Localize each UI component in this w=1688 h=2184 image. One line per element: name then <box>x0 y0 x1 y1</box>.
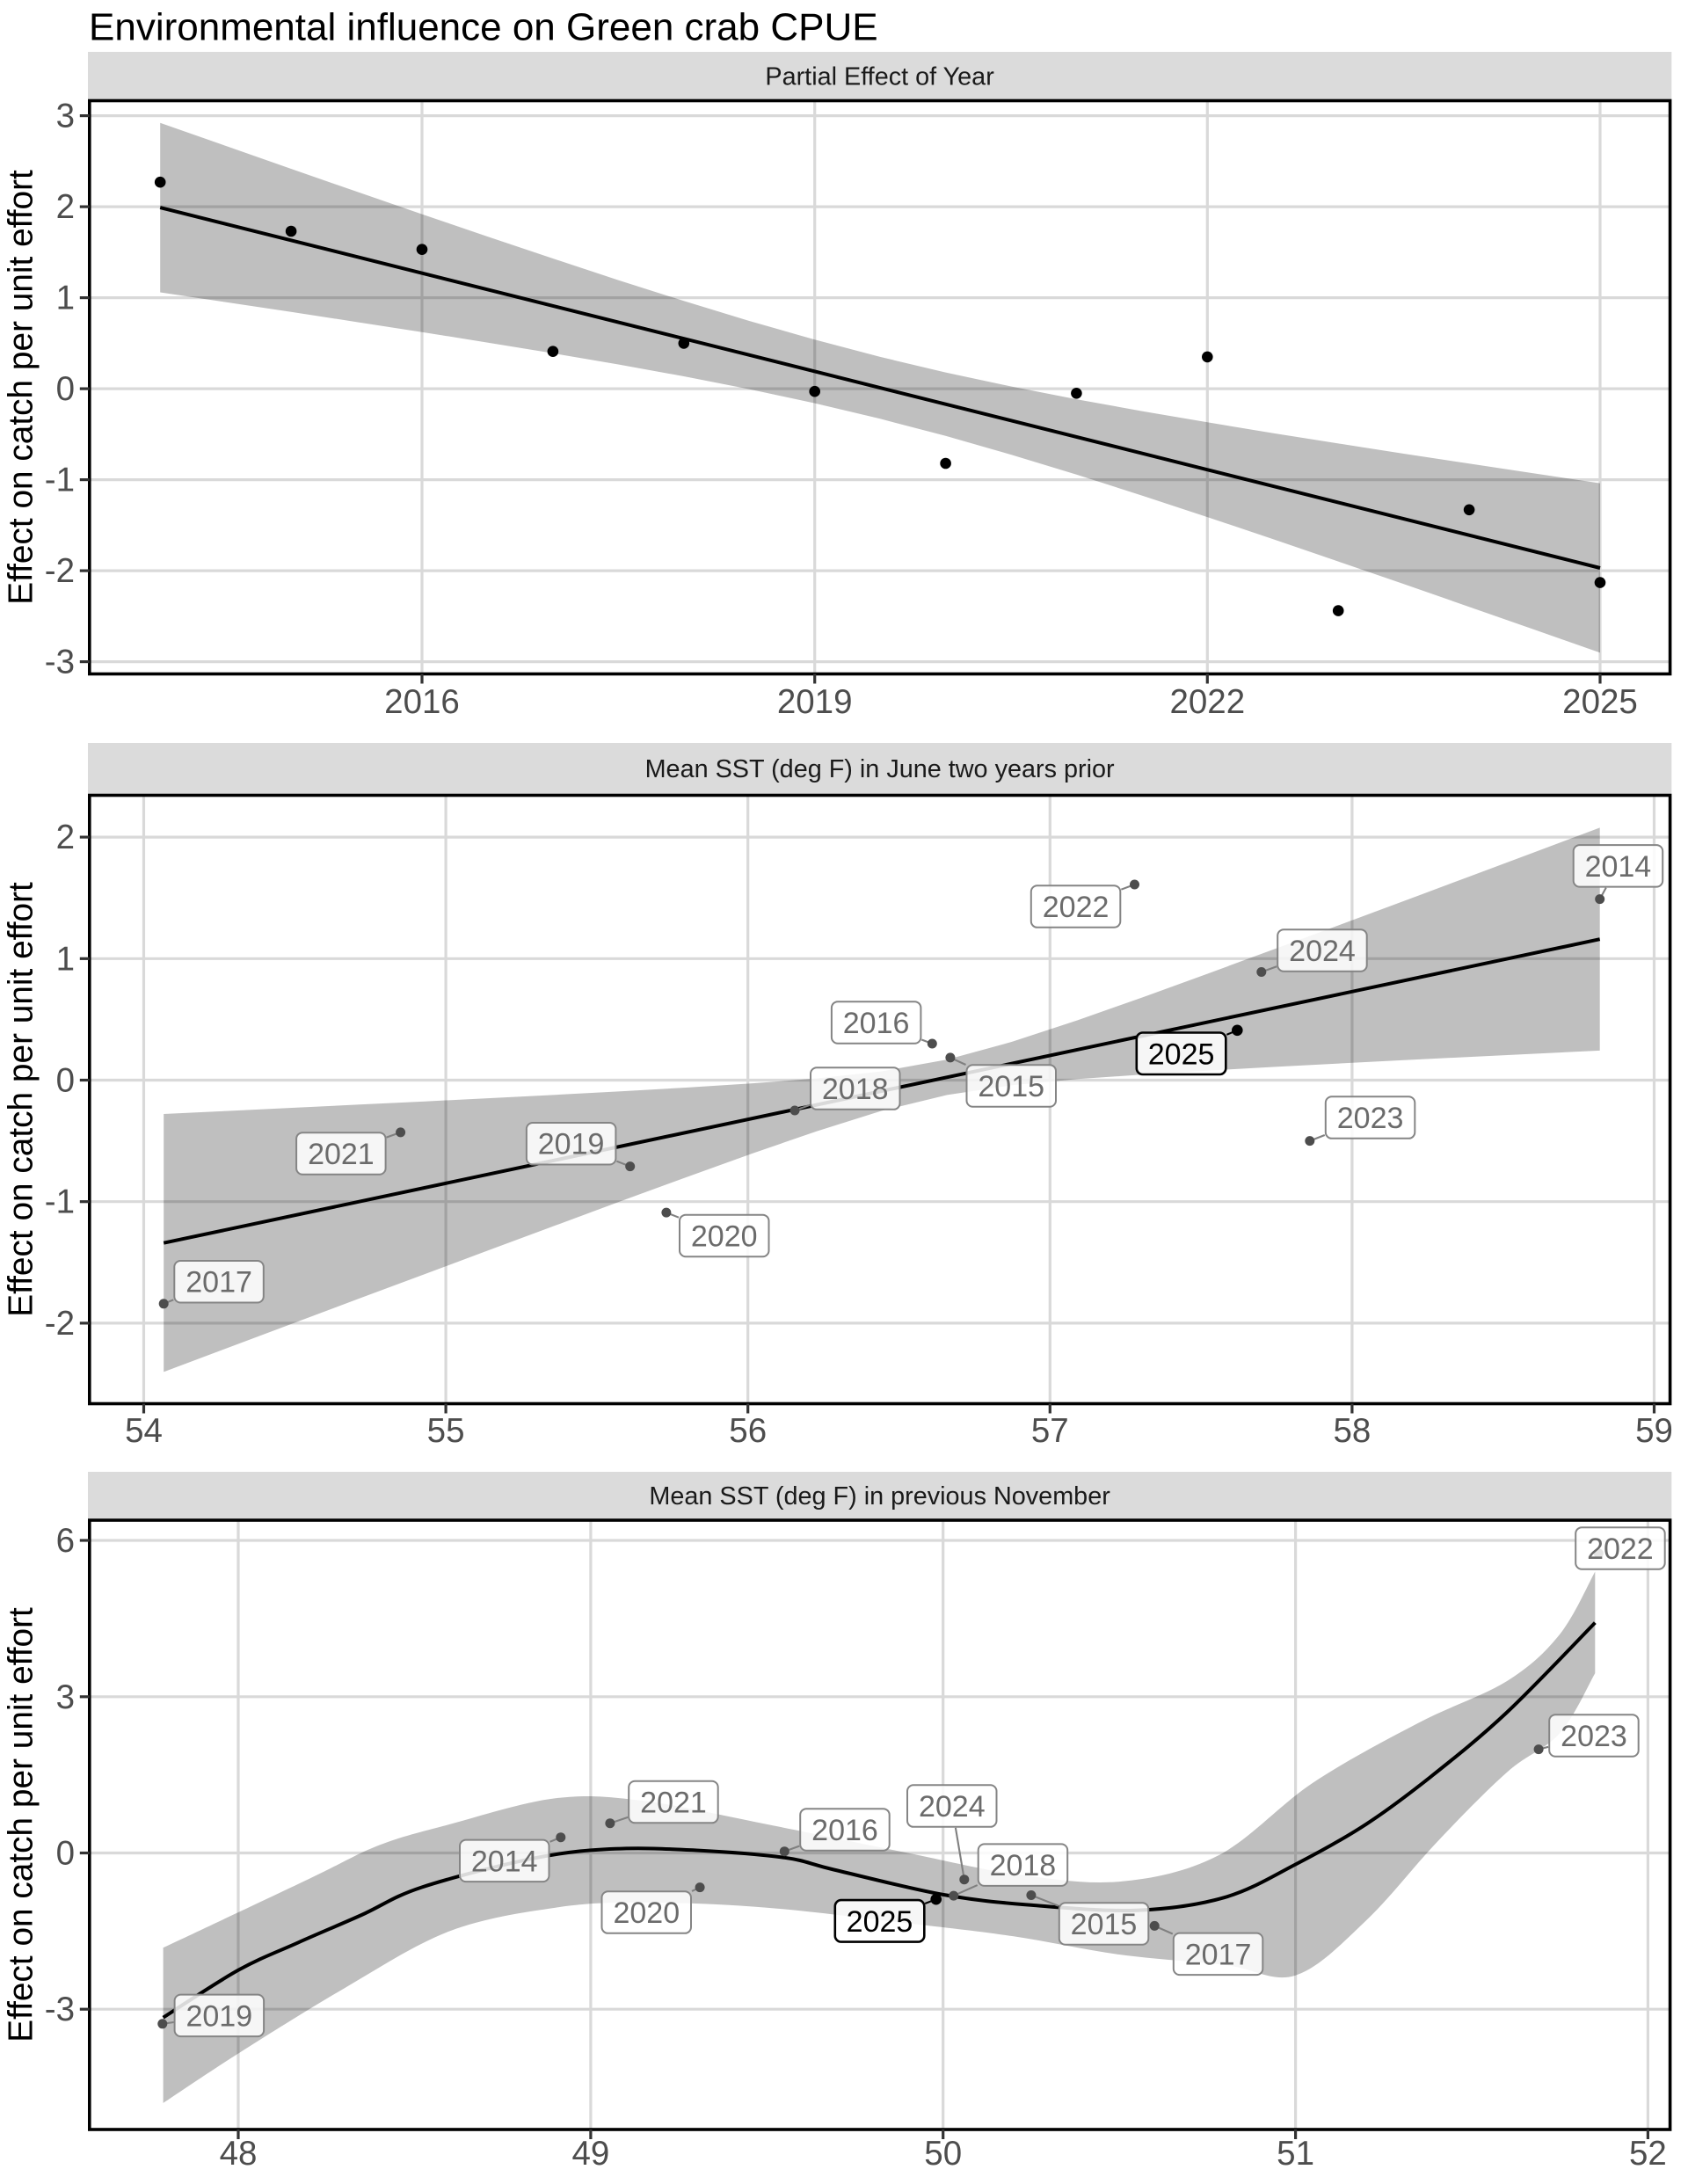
svg-text:2020: 2020 <box>691 1219 758 1253</box>
svg-text:6: 6 <box>56 1522 75 1560</box>
svg-text:2017: 2017 <box>1185 1938 1252 1971</box>
svg-text:2019: 2019 <box>186 1999 252 2033</box>
svg-text:-2: -2 <box>45 1305 75 1343</box>
svg-text:Effect on catch per unit effor: Effect on catch per unit effort <box>3 882 40 1317</box>
svg-text:55: 55 <box>427 1412 465 1450</box>
svg-text:57: 57 <box>1031 1412 1069 1450</box>
svg-text:50: 50 <box>924 2135 962 2173</box>
svg-text:1: 1 <box>56 280 75 317</box>
svg-text:-3: -3 <box>45 1991 75 2028</box>
svg-text:3: 3 <box>56 1678 75 1716</box>
svg-text:54: 54 <box>125 1412 163 1450</box>
svg-text:2018: 2018 <box>822 1073 889 1106</box>
svg-text:2022: 2022 <box>1043 891 1110 924</box>
svg-text:2017: 2017 <box>186 1266 252 1299</box>
svg-text:0: 0 <box>56 1835 75 1873</box>
svg-text:2023: 2023 <box>1561 1720 1627 1753</box>
svg-text:2025: 2025 <box>847 1905 913 1939</box>
svg-text:0: 0 <box>56 370 75 408</box>
svg-text:2022: 2022 <box>1587 1532 1654 1566</box>
svg-text:-1: -1 <box>45 1183 75 1221</box>
svg-text:52: 52 <box>1629 2135 1667 2173</box>
svg-text:1: 1 <box>56 940 75 978</box>
svg-text:51: 51 <box>1277 2135 1314 2173</box>
svg-text:2016: 2016 <box>384 683 460 721</box>
svg-text:58: 58 <box>1333 1412 1371 1450</box>
svg-text:59: 59 <box>1635 1412 1673 1450</box>
svg-text:2014: 2014 <box>471 1845 538 1878</box>
svg-text:3: 3 <box>56 98 75 135</box>
svg-text:2015: 2015 <box>978 1070 1044 1103</box>
svg-text:Environmental influence on Gre: Environmental influence on Green crab CP… <box>89 6 878 49</box>
svg-text:2019: 2019 <box>777 683 853 721</box>
svg-text:2: 2 <box>56 188 75 226</box>
svg-text:2019: 2019 <box>538 1128 605 1161</box>
svg-text:Mean SST (deg F) in June two y: Mean SST (deg F) in June two years prior <box>645 755 1115 783</box>
svg-text:2021: 2021 <box>308 1138 375 1171</box>
svg-text:2016: 2016 <box>811 1814 878 1847</box>
svg-text:Mean SST (deg F) in previous N: Mean SST (deg F) in previous November <box>649 1482 1110 1511</box>
svg-text:2018: 2018 <box>990 1849 1057 1882</box>
svg-text:56: 56 <box>729 1412 767 1450</box>
svg-text:0: 0 <box>56 1062 75 1100</box>
svg-text:2025: 2025 <box>1562 683 1638 721</box>
svg-text:2016: 2016 <box>843 1007 910 1040</box>
svg-text:2014: 2014 <box>1585 850 1652 884</box>
svg-text:2021: 2021 <box>640 1787 707 1820</box>
svg-text:-3: -3 <box>45 644 75 681</box>
svg-text:2025: 2025 <box>1148 1037 1215 1071</box>
svg-text:-2: -2 <box>45 552 75 590</box>
svg-text:49: 49 <box>571 2135 609 2173</box>
svg-text:-1: -1 <box>45 462 75 499</box>
svg-text:48: 48 <box>220 2135 258 2173</box>
svg-text:2020: 2020 <box>613 1896 680 1930</box>
svg-text:Effect on catch per unit effor: Effect on catch per unit effort <box>3 170 40 605</box>
svg-text:2022: 2022 <box>1169 683 1245 721</box>
svg-text:2024: 2024 <box>1289 935 1356 968</box>
svg-text:Partial Effect of Year: Partial Effect of Year <box>765 63 994 91</box>
svg-text:2023: 2023 <box>1337 1102 1404 1135</box>
svg-text:2015: 2015 <box>1071 1908 1138 1941</box>
svg-text:Effect on catch per unit effor: Effect on catch per unit effort <box>3 1607 40 2042</box>
svg-text:2: 2 <box>56 819 75 856</box>
svg-text:2024: 2024 <box>919 1790 986 1824</box>
